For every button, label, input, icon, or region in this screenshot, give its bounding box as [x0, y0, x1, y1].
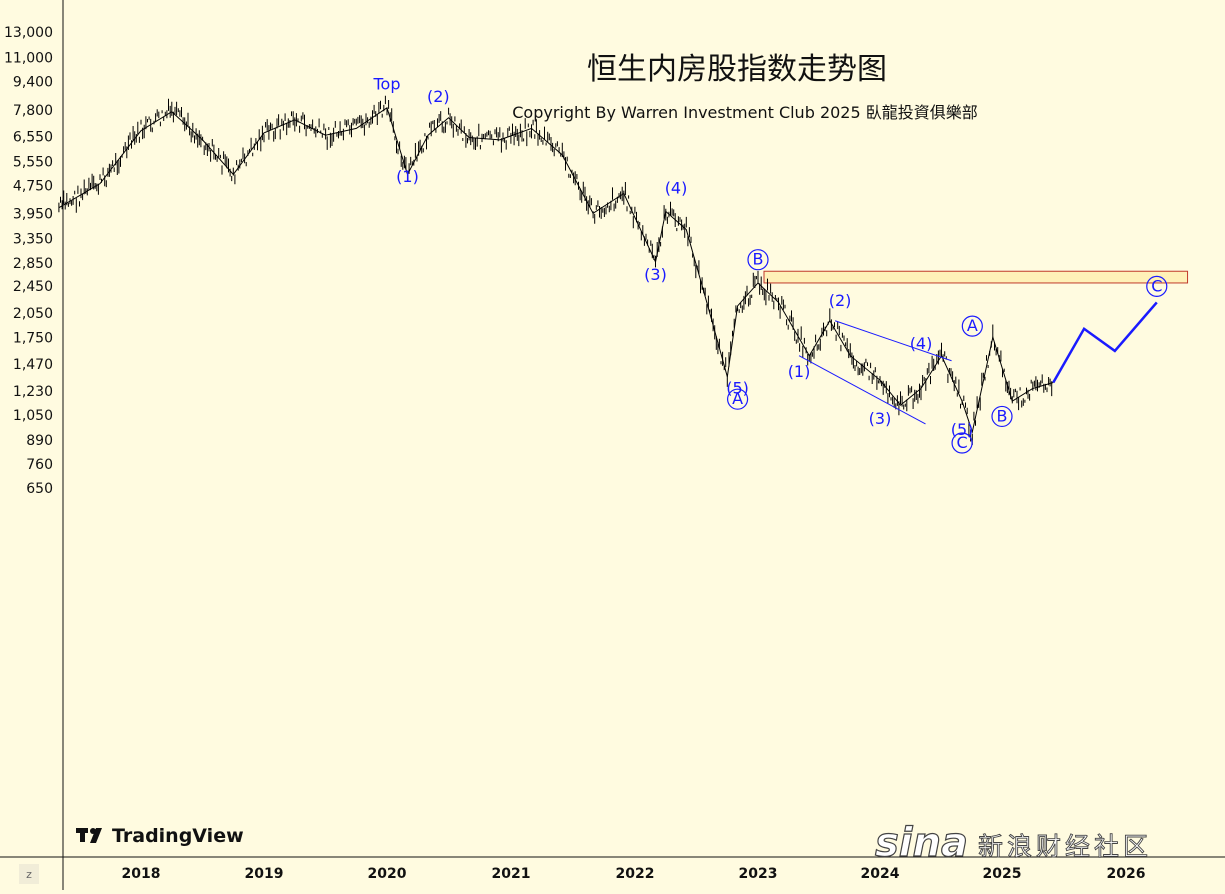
- target-zone: [763, 270, 1189, 284]
- y-tick-label: 6,550: [13, 129, 53, 145]
- x-tick-label: 2021: [492, 866, 531, 882]
- wave-label: (2): [427, 87, 450, 106]
- x-tick-label: 2018: [122, 866, 161, 882]
- wave-label: C: [1151, 276, 1162, 295]
- y-tick-label: 13,000: [4, 25, 53, 41]
- y-tick-label: 11,000: [4, 50, 53, 66]
- corner-button-label: z: [26, 868, 32, 881]
- wave-label-circle: [951, 432, 973, 454]
- x-tick-label: 2022: [616, 866, 655, 882]
- wave-label: A: [967, 316, 978, 335]
- wave-label: A: [732, 389, 743, 408]
- y-tick-label: 5,550: [13, 155, 53, 171]
- y-tick-label: 7,800: [13, 103, 53, 119]
- wave-label: (3): [644, 265, 667, 284]
- wave-label: C: [956, 433, 967, 452]
- wave-label-circle: [1146, 275, 1168, 297]
- y-tick-label: 890: [26, 433, 53, 449]
- tradingview-logo-icon: [76, 828, 102, 843]
- y-tick-label: 9,400: [13, 74, 53, 90]
- y-tick-label: 3,350: [13, 231, 53, 247]
- wave-label-circle: [991, 405, 1013, 428]
- wave-label-circle: [726, 388, 749, 410]
- wave-label: Top: [373, 75, 401, 94]
- y-tick-label: 1,230: [13, 384, 53, 400]
- y-tick-label: 760: [26, 457, 53, 473]
- wave-label: (1): [788, 362, 811, 381]
- wave-label-circle: [961, 315, 983, 337]
- tradingview-logo-text: TradingView: [112, 825, 244, 847]
- x-tick-label: 2025: [983, 866, 1022, 882]
- sina-watermark: sina 新浪财经社区: [874, 819, 1152, 866]
- x-tick-label: 2020: [368, 866, 407, 882]
- chart-subtitle: Copyright By Warren Investment Club 2025…: [512, 103, 978, 122]
- wave-label: (1): [396, 167, 419, 186]
- y-tick-label: 2,450: [13, 279, 53, 295]
- chart-title: 恒生内房股指数走势图: [587, 52, 887, 87]
- wave-label-circle: [747, 249, 769, 271]
- wave-label: (5): [726, 378, 749, 397]
- wave-label: (2): [829, 291, 852, 310]
- wave-label: (3): [869, 409, 892, 428]
- x-tick-label: 2024: [861, 866, 900, 882]
- corner-button[interactable]: [19, 864, 39, 884]
- wave-label: B: [753, 250, 764, 269]
- wedge-lower-line: [798, 355, 926, 425]
- y-tick-label: 1,050: [13, 408, 53, 424]
- wave-label: B: [997, 406, 1008, 425]
- y-tick-label: 4,750: [13, 178, 53, 194]
- y-tick-label: 1,470: [13, 357, 53, 373]
- x-tick-label: 2026: [1107, 866, 1146, 882]
- x-tick-label: 2023: [739, 866, 778, 882]
- sina-logo-text: sina: [875, 820, 968, 866]
- y-tick-label: 650: [26, 481, 53, 497]
- price-line: [58, 107, 1054, 434]
- wedge-upper-line: [834, 320, 952, 362]
- y-tick-label: 2,850: [13, 256, 53, 272]
- y-tick-label: 2,050: [13, 306, 53, 322]
- wave-label: (4): [910, 334, 933, 353]
- x-tick-label: 2019: [245, 866, 284, 882]
- y-tick-label: 3,950: [13, 206, 53, 222]
- projection-line: [1052, 301, 1158, 384]
- y-tick-label: 1,750: [13, 330, 53, 346]
- sina-watermark-text: 新浪财经社区: [978, 832, 1152, 861]
- tradingview-logo: TradingView: [76, 825, 244, 847]
- wave-label: (4): [665, 178, 688, 197]
